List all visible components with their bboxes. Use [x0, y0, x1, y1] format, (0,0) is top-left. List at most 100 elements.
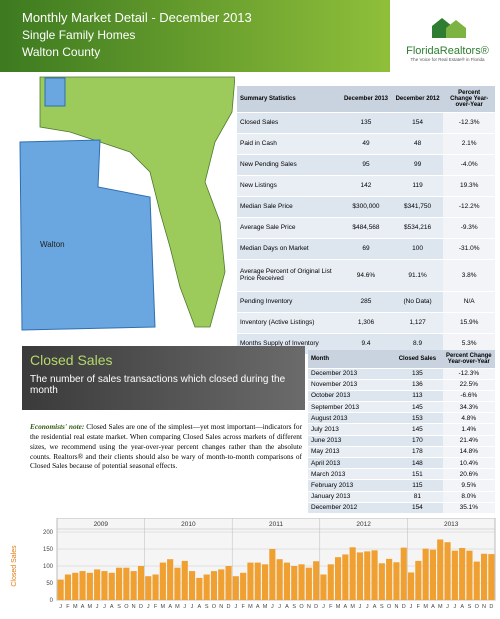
row: New Listings 142 119 19.3%: [237, 175, 495, 197]
cell: 34.3%: [442, 401, 495, 414]
cell: 2.1%: [443, 133, 495, 155]
cell: 148: [392, 457, 443, 470]
x-tick-label: A: [285, 604, 289, 610]
cell: 9.5%: [442, 479, 495, 492]
x-tick-label: N: [482, 604, 486, 610]
cell: Pending Inventory: [237, 291, 341, 313]
x-tick-label: D: [227, 604, 231, 610]
bar: [342, 554, 349, 600]
cell: 115: [392, 479, 443, 492]
header-cell: Month: [308, 350, 393, 369]
x-tick-label: A: [198, 604, 202, 610]
x-tick-label: M: [263, 604, 268, 610]
row: December 2013 135 -12.3%: [308, 368, 495, 380]
cell: Closed Sales: [237, 112, 341, 134]
row: September 2013 145 34.3%: [308, 401, 495, 414]
row: October 2013 113 -6.6%: [308, 390, 495, 403]
bar: [159, 562, 166, 600]
row: November 2013 136 22.5%: [308, 379, 495, 391]
cell: February 2013: [308, 479, 393, 492]
bar: [466, 550, 473, 600]
cell: 154: [391, 112, 444, 134]
cell: 113: [392, 390, 443, 403]
cell: 20.6%: [442, 468, 495, 481]
x-tick-label: N: [219, 604, 223, 610]
x-tick-label: M: [336, 604, 341, 610]
header-cell: Summary Statistics: [237, 86, 341, 113]
bar: [459, 547, 466, 600]
cell: Average Percent of Original List Price R…: [237, 259, 341, 292]
x-tick-label: M: [350, 604, 355, 610]
cell: 153: [392, 412, 443, 425]
logo-tagline: The Voice for Real Estate® in Florida: [410, 57, 485, 62]
cell: 99: [391, 154, 444, 176]
x-tick-label: M: [175, 604, 180, 610]
bar: [400, 547, 407, 600]
x-tick-label: J: [103, 604, 106, 610]
x-tick-label: F: [241, 604, 245, 610]
row: New Pending Sales 95 99 -4.0%: [237, 154, 495, 176]
x-tick-label: M: [248, 604, 253, 610]
x-tick-label: J: [359, 604, 362, 610]
x-tick-label: J: [366, 604, 369, 610]
cell: $534,216: [391, 217, 444, 239]
x-tick-label: M: [438, 604, 443, 610]
cell: 10.4%: [442, 457, 495, 470]
cell: -6.6%: [442, 390, 495, 403]
month-table: Month Closed Sales Percent Change Year-ove…: [308, 350, 495, 514]
cell: 136: [392, 379, 443, 391]
title: Monthly Market Detail - December 2013: [22, 10, 252, 25]
cell: $484,568: [340, 217, 392, 239]
bar: [188, 571, 196, 600]
x-tick-label: O: [124, 604, 129, 610]
x-tick-label: F: [66, 604, 70, 610]
cell: 48: [391, 133, 444, 155]
cell: 91.1%: [391, 259, 444, 292]
cell: 151: [392, 468, 443, 481]
bar: [291, 566, 298, 600]
bar: [123, 567, 130, 600]
cell: $300,000: [340, 196, 392, 218]
row: March 2013 151 20.6%: [308, 468, 495, 481]
cell: 1,127: [391, 312, 444, 334]
row: Closed Sales 135 154 -12.3%: [237, 112, 495, 134]
bar: [378, 563, 385, 600]
logo-icon: [431, 18, 466, 38]
bar: [371, 550, 378, 600]
x-tick-label: D: [139, 604, 143, 610]
x-tick-label: N: [394, 604, 398, 610]
bar: [254, 562, 261, 600]
bar: [444, 542, 451, 600]
y-tick-label: 50: [46, 581, 53, 587]
x-tick-label: M: [161, 604, 166, 610]
x-tick-label: A: [373, 604, 377, 610]
header-row: Month Closed Sales Percent Change Year-ove…: [308, 350, 495, 369]
bar: [451, 550, 458, 600]
x-tick-label: D: [489, 604, 493, 610]
bar: [225, 566, 232, 600]
year-label: 2010: [181, 521, 196, 528]
bar: [320, 574, 327, 600]
x-tick-label: J: [234, 604, 237, 610]
bar: [429, 549, 437, 600]
header-cell: Percent Change Year-over-Year: [442, 350, 495, 369]
bar: [115, 567, 123, 600]
cell: Average Sale Price: [237, 217, 341, 239]
bar: [174, 567, 181, 600]
cell: August 2013: [308, 412, 393, 425]
note-label: Economists' note:: [30, 422, 85, 431]
row: Pending Inventory 285 (No Data) N/A: [237, 291, 495, 313]
x-tick-label: D: [402, 604, 406, 610]
y-tick-label: 200: [43, 530, 54, 536]
bar: [72, 572, 79, 600]
cell: $341,750: [391, 196, 444, 218]
bar: [167, 559, 174, 600]
year-label: 2011: [269, 521, 283, 528]
cell: January 2013: [308, 491, 393, 503]
bar: [79, 571, 86, 600]
bar: [276, 559, 283, 600]
logo-name: FloridaRealtors®: [406, 45, 489, 57]
bar: [94, 569, 101, 600]
cell: 142: [340, 175, 392, 197]
